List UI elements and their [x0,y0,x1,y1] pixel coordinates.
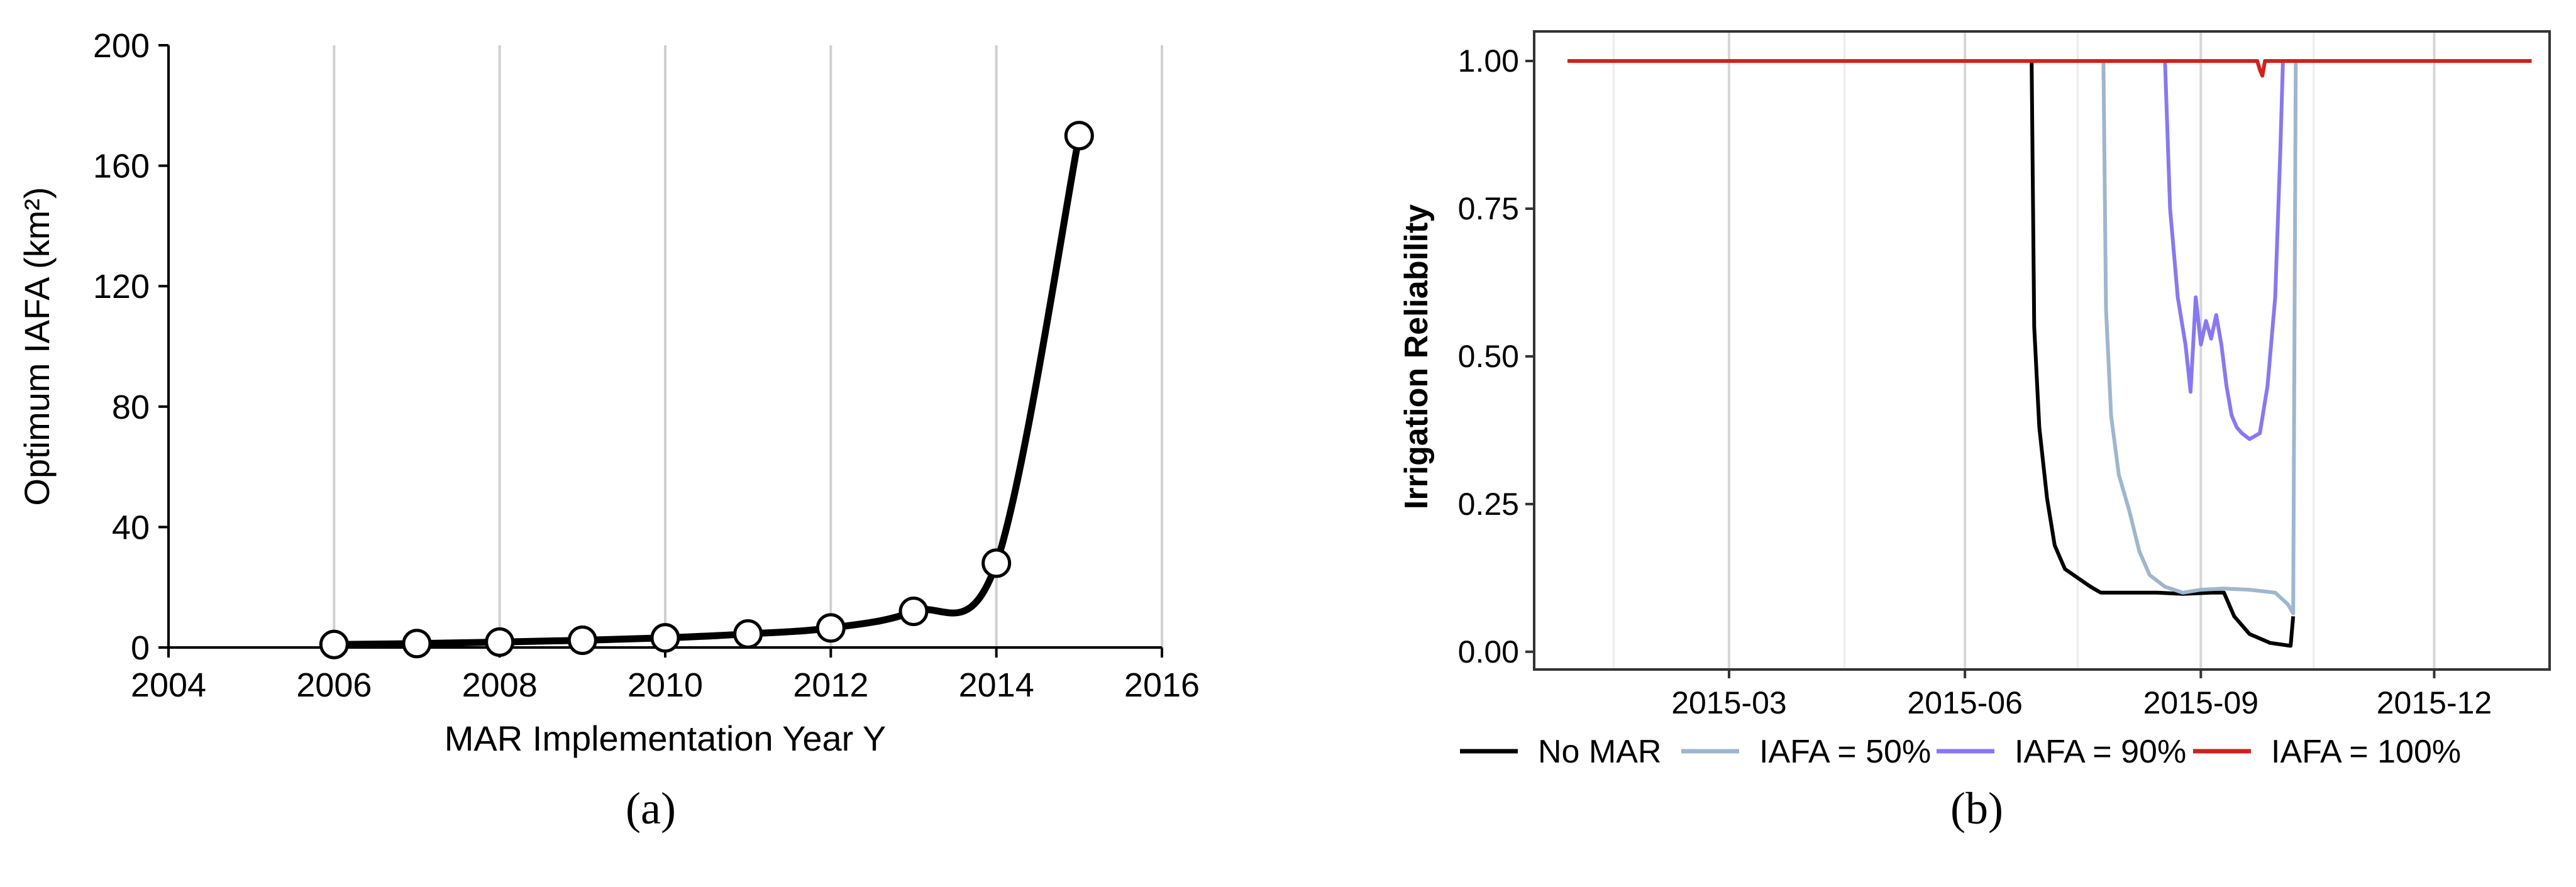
y-tick-label: 0.75 [1458,191,1519,226]
x-tick-label: 2008 [462,666,538,704]
y-axis-label: Irrigation Reliability [1398,204,1435,509]
y-tick-label: 0.00 [1458,634,1519,669]
data-point [650,623,680,653]
legend-label: No MAR [1538,734,1661,770]
series-line [1567,59,2532,78]
data-point [485,627,515,657]
data-point [981,548,1012,578]
x-tick-label: 2014 [959,666,1034,704]
plot-frame [1533,30,2551,671]
data-point [815,613,846,643]
x-tick-label: 2016 [1124,666,1200,704]
y-axis-label: Optimum IAFA (km²) [17,187,57,505]
y-tick-label: 200 [93,27,150,65]
data-point [733,619,763,649]
panel-a-chart: 0 40 80 120 160 200 2004 2006 2008 2010 2012 2014 20… [17,27,1200,758]
series-line [1567,59,2296,648]
y-tick-label: 0.25 [1458,487,1519,522]
series-line [334,135,1083,648]
x-tick-label: 2015-09 [2143,685,2259,720]
x-axis-label: MAR Implementation Year Y [445,719,886,758]
data-point [319,629,349,659]
y-tick-label: 120 [93,268,150,306]
data-point [898,597,929,627]
x-tick-label: 2004 [131,666,206,704]
y-tick-label: 40 [112,509,150,546]
series-line [1567,59,2298,615]
x-tick-label: 2015-12 [2377,685,2492,720]
legend-label: IAFA = 90% [2015,734,2186,770]
legend: No MAR IAFA = 50% IAFA = 90% IAFA = 100% [1460,734,2461,770]
panel-b-label: (b) [1950,783,2003,834]
series-line [1567,59,2285,441]
y-tick-label: 0.50 [1458,339,1519,374]
data-point [402,629,432,659]
x-tick-label: 2015-03 [1671,685,1787,720]
legend-label: IAFA = 50% [1759,734,1931,770]
y-tick-label: 160 [93,148,150,185]
panel-b-chart: 0.00 0.25 0.50 0.75 1.00 2015-03 2015-06 2015-0… [1398,30,2551,770]
y-tick-label: 0 [131,629,150,667]
y-tick-label: 80 [112,388,150,426]
legend-label: IAFA = 100% [2271,734,2461,770]
y-tick-label: 1.00 [1458,43,1519,79]
x-tick-label: 2012 [793,666,868,704]
x-tick-label: 2010 [627,666,703,704]
data-point [1064,121,1094,151]
panel-a-label: (a) [626,783,676,834]
x-tick-label: 2006 [296,666,372,704]
data-point [567,625,597,656]
x-tick-label: 2015-06 [1907,685,2023,720]
